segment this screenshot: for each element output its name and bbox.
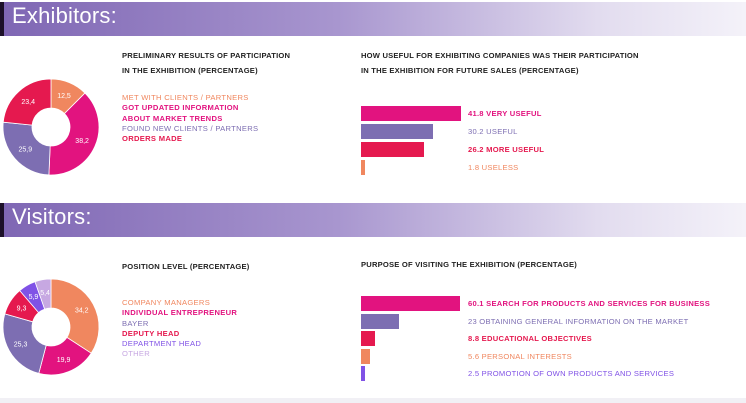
donut-slice xyxy=(2,121,51,176)
bar-label: 30.2 USEFUL xyxy=(468,127,518,136)
heading-line: PRELIMINARY RESULTS OF PARTICIPATION xyxy=(122,51,291,60)
bar xyxy=(361,313,399,329)
bar xyxy=(361,331,376,346)
donut-slice-label: 5,4 xyxy=(40,290,50,297)
bar-label: 8.8 EDUCATIONAL OBJECTIVES xyxy=(468,334,592,343)
exhibitors-title: Exhibitors: xyxy=(12,3,117,28)
donut-slice xyxy=(2,78,52,126)
legend-item: GOT UPDATED INFORMATION xyxy=(122,103,239,113)
legend-item: DEPUTY HEAD xyxy=(122,328,180,338)
donut-slice xyxy=(2,313,47,374)
donut-slice xyxy=(48,92,100,176)
bar xyxy=(361,142,424,157)
legend-item: ORDERS MADE xyxy=(122,134,183,144)
bar xyxy=(361,296,460,311)
donut-slice-label: 25,9 xyxy=(18,147,32,154)
donut-slice-label: 34,2 xyxy=(75,308,89,315)
exhibitors-donut-legend: MET WITH CLIENTS / PARTNERS GOT UPDATED I… xyxy=(122,93,258,144)
bar-label: 60.1 SEARCH FOR PRODUCTS AND SERVICES FO… xyxy=(468,299,711,308)
legend-item: COMPANY MANAGERS xyxy=(122,298,211,307)
bar xyxy=(361,106,461,121)
exhibitors-participation-heading: PRELIMINARY RESULTS OF PARTICIPATION IN … xyxy=(122,48,290,78)
bar-label: 26.2 MORE USEFUL xyxy=(468,145,545,154)
heading-line: PURPOSE OF VISITING THE EXHIBITION (PERC… xyxy=(361,260,577,269)
bar-label: 5.6 PERSONAL INTERESTS xyxy=(468,351,572,361)
bar xyxy=(361,160,366,175)
bar-label: 1.8 USELESS xyxy=(468,163,519,172)
visitors-position-heading: POSITION LEVEL (PERCENTAGE) xyxy=(122,259,249,274)
exhibitors-donut-chart: 12,5 38,2 25,9 23,4 xyxy=(2,78,100,176)
exhibitors-usefulness-heading: HOW USEFUL FOR EXHIBITING COMPANIES WAS … xyxy=(361,48,639,78)
legend-item: OTHER xyxy=(122,349,151,359)
bar xyxy=(361,124,434,139)
visitors-donut-legend: COMPANY MANAGERS INDIVIDUAL ENTREPRENEUR B… xyxy=(122,298,237,360)
bar-label: 2.5 PROMOTION OF OWN PRODUCTS AND SERVIC… xyxy=(468,369,675,378)
legend-item: ABOUT MARKET TRENDS xyxy=(122,113,223,123)
heading-line: IN THE EXHIBITION (PERCENTAGE) xyxy=(122,66,258,75)
bar xyxy=(361,366,366,381)
legend-item: FOUND NEW CLIENTS / PARTNERS xyxy=(122,123,259,133)
donut-slice xyxy=(34,278,52,310)
heading-line: HOW USEFUL FOR EXHIBITING COMPANIES WAS … xyxy=(361,51,639,60)
donut-slice-label: 9,3 xyxy=(17,306,27,313)
visitors-donut-chart: 34,2 19,9 25,3 9,35,95,4 xyxy=(2,278,100,376)
exhibitors-banner: Exhibitors: xyxy=(0,2,746,36)
footer-strip xyxy=(0,398,746,403)
donut-slice-label: 5,9 xyxy=(29,294,39,301)
legend-item: INDIVIDUAL ENTREPRENEUR xyxy=(122,308,238,318)
legend-item: MET WITH CLIENTS / PARTNERS xyxy=(122,93,249,102)
donut-slice-label: 25,3 xyxy=(14,342,28,349)
legend-item: BAYER xyxy=(122,318,149,328)
bar xyxy=(361,348,371,364)
visitors-purpose-heading: PURPOSE OF VISITING THE EXHIBITION (PERC… xyxy=(361,257,577,272)
donut-slice-label: 19,9 xyxy=(57,357,71,364)
heading-line: POSITION LEVEL (PERCENTAGE) xyxy=(122,262,250,271)
bar-label: 23 OBTAINING GENERAL INFORMATION ON THE … xyxy=(468,316,689,326)
donut-slice xyxy=(50,278,100,354)
heading-line: IN THE EXHIBITION FOR FUTURE SALES (PERC… xyxy=(361,66,579,75)
visitors-title: Visitors: xyxy=(12,204,92,229)
legend-item: DEPARTMENT HEAD xyxy=(122,339,202,349)
donut-slice-label: 38,2 xyxy=(75,138,89,145)
donut-slice-label: 12,5 xyxy=(57,93,71,100)
donut-slice-label: 23,4 xyxy=(21,99,35,106)
visitors-banner: Visitors: xyxy=(0,203,746,237)
bar-label: 41.8 VERY USEFUL xyxy=(468,109,542,118)
